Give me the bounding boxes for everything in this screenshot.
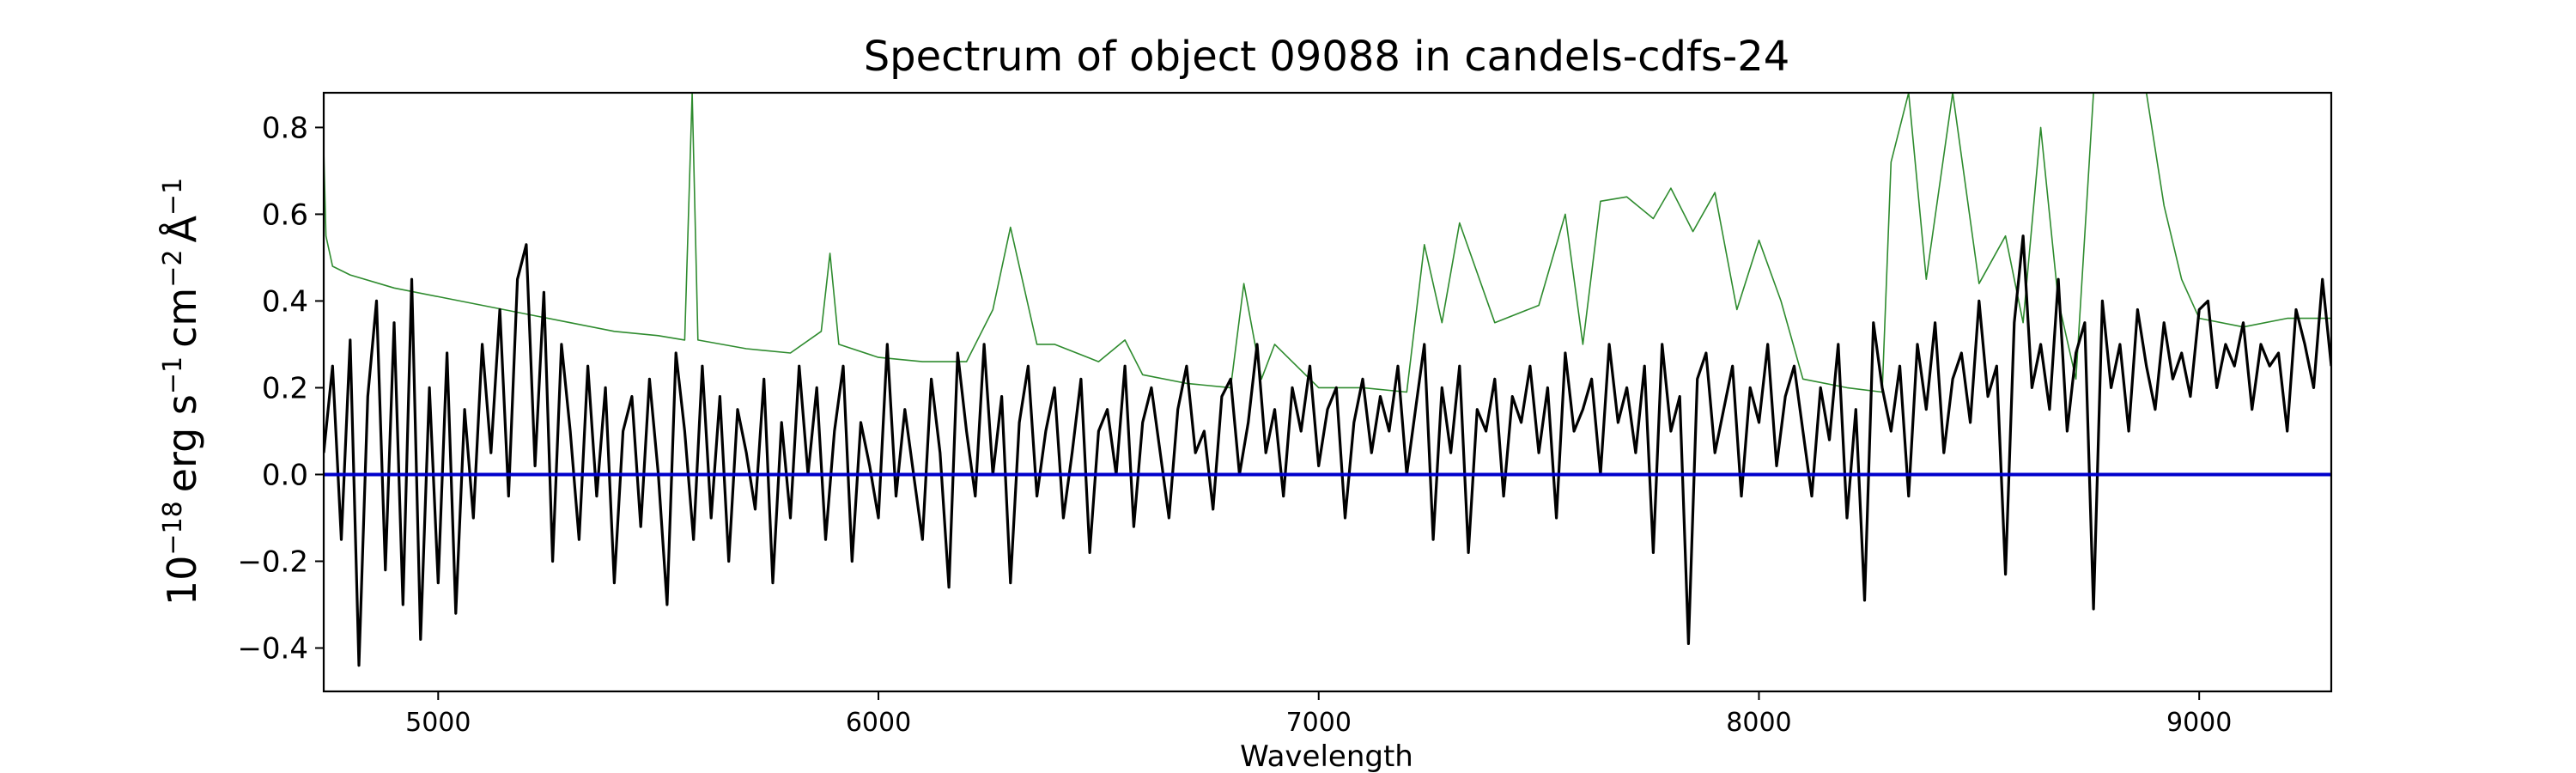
ylabel-unit-erg: erg s xyxy=(159,394,205,492)
series-layer xyxy=(324,93,2331,667)
x-axis-label: Wavelength xyxy=(1240,740,1413,773)
x-tick-label: 8000 xyxy=(1726,708,1791,738)
y-tick-label: 0.0 xyxy=(262,458,308,492)
ylabel-unit-angstrom: Å xyxy=(159,216,205,243)
y-tick-label: 0.4 xyxy=(262,284,308,319)
x-axis: 5000 6000 7000 8000 9000 xyxy=(405,691,2232,738)
y-axis: −0.4 −0.2 0.0 0.2 0.4 0.6 0.8 xyxy=(237,111,324,666)
x-tick-label: 6000 xyxy=(846,708,911,738)
y-tick-label: 0.6 xyxy=(262,198,308,232)
y-tick-label: 0.2 xyxy=(262,371,308,405)
ylabel-unit-cm: cm xyxy=(159,288,205,348)
ylabel-exp-2: −2 xyxy=(158,250,188,288)
plot-area xyxy=(322,91,2333,693)
y-axis-label: 10−18erg s−1cm−2Å−1 xyxy=(158,178,206,606)
chart-title: Spectrum of object 09088 in candels-cdfs… xyxy=(864,33,1790,81)
x-tick-label: 7000 xyxy=(1286,708,1352,738)
y-tick-label: −0.4 xyxy=(237,631,308,666)
noise-series-line xyxy=(324,93,2331,393)
x-tick-label: 5000 xyxy=(405,708,471,738)
x-tick-label: 9000 xyxy=(2166,708,2232,738)
y-tick-label: −0.2 xyxy=(237,545,308,579)
ylabel-base: 10 xyxy=(159,556,205,606)
ylabel-exp-18: −18 xyxy=(158,501,188,555)
ylabel-exp-1b: −1 xyxy=(158,178,188,216)
ylabel-exp-1a: −1 xyxy=(158,356,188,394)
y-tick-label: 0.8 xyxy=(262,111,308,145)
axes-frame xyxy=(322,91,2333,693)
